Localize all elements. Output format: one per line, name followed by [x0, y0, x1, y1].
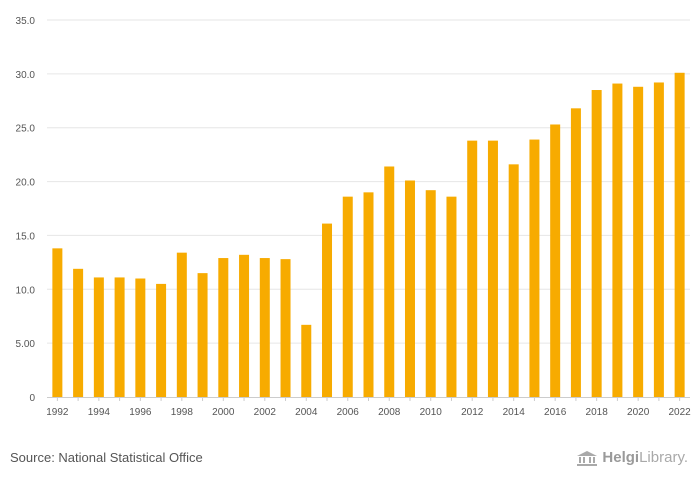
x-tick-label: 2018 — [586, 407, 609, 418]
bar: 1992: 13.8 — [52, 248, 63, 397]
bar: 2018: 28.5 — [591, 90, 602, 397]
x-tick-label: 2010 — [420, 407, 443, 418]
x-tick-label: 2004 — [295, 407, 318, 418]
bar: 2017: 26.8 — [570, 108, 581, 397]
brand-name-rest: Library. — [639, 449, 688, 466]
brand-logo[interactable]: HelgiLibrary. — [576, 449, 688, 466]
x-axis-tick-labels: 1992 1994 1996 1998 2000 2002 2004 2006 2008 2010… — [46, 407, 691, 418]
y-tick-label: 20.0 — [16, 178, 36, 189]
brand-name: HelgiLibrary. — [602, 449, 688, 466]
bar: 2006: 18.6 — [342, 196, 353, 397]
bar: 2011: 18.6 — [446, 196, 457, 397]
bar: 2007: 19 — [363, 192, 374, 397]
x-tick-label: 2022 — [669, 407, 692, 418]
x-tick-label: 1998 — [171, 407, 194, 418]
x-tick-label: 2006 — [337, 407, 360, 418]
x-tick-label: 1994 — [88, 407, 111, 418]
x-axis — [47, 397, 690, 401]
bar: 2004: 6.7 — [301, 324, 312, 397]
x-tick-label: 2016 — [544, 407, 567, 418]
y-tick-label: 5.00 — [16, 339, 36, 350]
bar: 1995: 11.1 — [114, 277, 125, 397]
x-tick-label: 2012 — [461, 407, 484, 418]
bar: 1998: 13.4 — [176, 252, 187, 397]
bar: 2005: 16.1 — [322, 223, 333, 397]
bar: 2020: 28.8 — [633, 86, 644, 397]
source-note: Source: National Statistical Office — [10, 450, 203, 465]
y-tick-label: 15.0 — [16, 231, 36, 242]
bar: 2012: 23.8 — [467, 140, 478, 397]
bar: 2010: 19.2 — [425, 190, 436, 397]
bar: 1996: 11 — [135, 278, 146, 397]
x-tick-label: 2008 — [378, 407, 401, 418]
bar: 2016: 25.3 — [550, 124, 561, 398]
bar: 2003: 12.8 — [280, 259, 291, 397]
x-tick-label: 2020 — [627, 407, 650, 418]
brand-name-bold: Helgi — [602, 449, 640, 466]
bar: 2002: 12.9 — [259, 258, 270, 397]
bar: 2001: 13.2 — [239, 254, 250, 397]
bar: 2015: 23.9 — [529, 139, 540, 397]
x-tick-label: 2002 — [254, 407, 277, 418]
y-axis-tick-labels: 0 5.00 10.0 15.0 20.0 25.0 30.0 35.0 — [16, 16, 36, 404]
x-tick-label: 2000 — [212, 407, 235, 418]
bar: 2019: 29.1 — [612, 83, 623, 398]
bar: 2013: 23.8 — [487, 140, 498, 397]
bar: 1997: 10.5 — [156, 283, 167, 397]
y-tick-label: 10.0 — [16, 285, 36, 296]
y-tick-label: 25.0 — [16, 124, 36, 135]
bar: 2008: 21.4 — [384, 166, 395, 397]
y-tick-label: 0 — [29, 393, 35, 404]
bar: 2021: 29.2 — [653, 82, 664, 397]
bank-building-icon — [577, 450, 598, 466]
bar: 2009: 20.1 — [404, 180, 415, 397]
x-tick-label: 1996 — [129, 407, 152, 418]
bar: 2014: 21.6 — [508, 164, 519, 397]
y-tick-label: 30.0 — [16, 70, 36, 81]
y-tick-label: 35.0 — [16, 16, 36, 27]
bar: 2000: 12.9 — [218, 258, 229, 397]
x-tick-label: 2014 — [503, 407, 526, 418]
bar: 1999: 11.5 — [197, 273, 208, 397]
bar: 1994: 11.1 — [93, 277, 104, 397]
bars: 1992: 13.8 1993: 11.9 1994: 11.1 1995: 11.1… — [52, 72, 685, 398]
bar: 1993: 11.9 — [73, 268, 84, 397]
x-tick-label: 1992 — [46, 407, 69, 418]
bar: 2022: 30.1 — [674, 72, 685, 397]
